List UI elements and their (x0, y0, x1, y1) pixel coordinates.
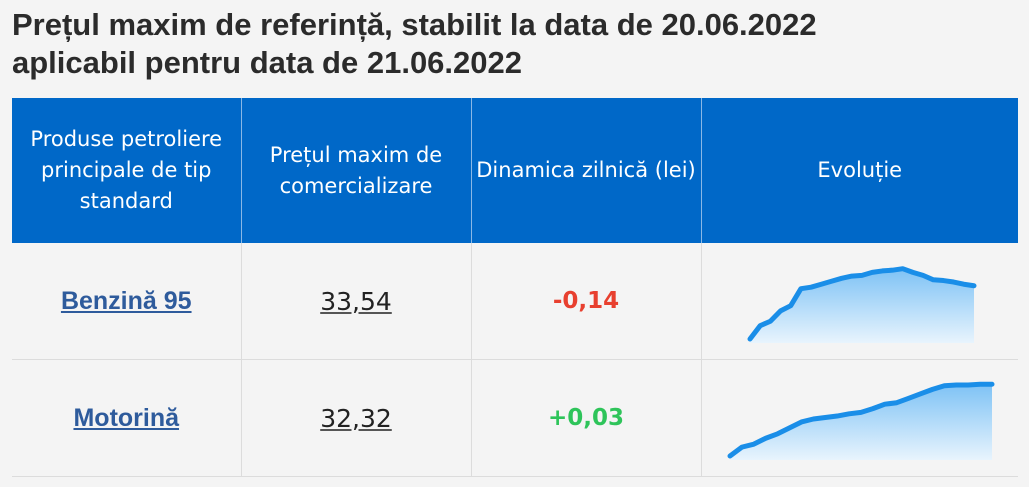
header-price: Prețul maxim de comercializare (241, 98, 472, 243)
sparkline-area (729, 384, 992, 460)
header-evolution: Evoluție (701, 98, 1018, 243)
product-cell: Benzină 95 (12, 243, 242, 360)
header-product: Produse petroliere principale de tip sta… (12, 98, 242, 243)
product-cell: Motorină (12, 359, 242, 477)
price-value: 33,54 (320, 286, 392, 316)
title-line-1: Prețul maxim de referință, stabilit la d… (12, 7, 817, 42)
price-cell: 33,54 (241, 243, 472, 360)
change-cell: -0,14 (471, 243, 702, 360)
sparkline-area (749, 268, 974, 343)
price-cell: 32,32 (241, 359, 472, 477)
sparkline-line (727, 381, 994, 459)
sparkline-chart (747, 266, 976, 343)
daily-change-value: +0,03 (547, 405, 625, 431)
table-row: Benzină 95 33,54 -0,14 (12, 243, 1018, 360)
evolution-cell (701, 359, 1018, 477)
table-header-row: Produse petroliere principale de tip sta… (12, 98, 1018, 243)
title-line-2: aplicabil pentru data de 21.06.2022 (12, 45, 523, 80)
product-link-motorina[interactable]: Motorină (73, 403, 180, 432)
change-cell: +0,03 (471, 359, 702, 477)
header-daily-change: Dinamica zilnică (lei) (471, 98, 702, 243)
page-title: Prețul maxim de referință, stabilit la d… (12, 6, 1012, 82)
evolution-cell (701, 243, 1018, 360)
sparkline-line (747, 266, 976, 342)
daily-change-value: -0,14 (552, 288, 620, 314)
table-row: Motorină 32,32 +0,03 (12, 359, 1018, 477)
price-table: Produse petroliere principale de tip sta… (12, 98, 1018, 477)
product-link-benzina[interactable]: Benzină 95 (60, 286, 192, 315)
price-value: 32,32 (320, 403, 392, 433)
sparkline-chart (727, 381, 994, 460)
